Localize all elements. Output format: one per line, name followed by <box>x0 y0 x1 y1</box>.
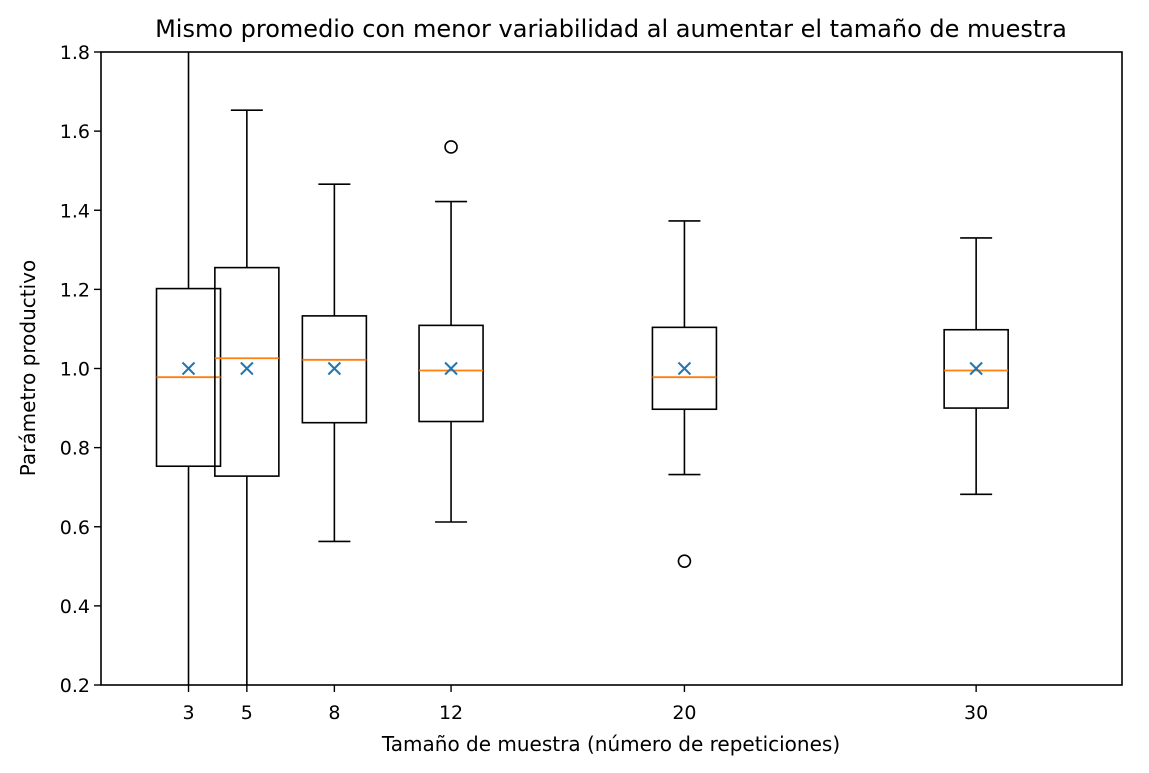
mean-marker <box>677 361 692 376</box>
y-tick-label: 1.2 <box>60 279 90 301</box>
x-tick-label: 20 <box>672 702 696 724</box>
box-8 <box>301 183 368 543</box>
y-tick-label: 0.6 <box>60 517 90 539</box>
x-tick-label: 5 <box>241 702 253 724</box>
iqr-box <box>214 266 280 477</box>
x-axis-label: Tamaño de muestra (número de repeticione… <box>381 732 840 756</box>
chart-title: Mismo promedio con menor variabilidad al… <box>155 15 1067 43</box>
box-12 <box>418 140 484 523</box>
box-30 <box>943 237 1009 496</box>
mean-marker <box>327 361 342 376</box>
outlier-point <box>677 554 692 568</box>
y-tick-label: 0.4 <box>60 596 90 618</box>
box-20 <box>651 220 718 568</box>
box-5 <box>214 109 280 685</box>
iqr-box <box>943 328 1009 409</box>
mean-marker <box>969 361 983 376</box>
x-tick-label: 12 <box>439 702 463 724</box>
mean-marker <box>444 361 458 376</box>
x-tick-label: 8 <box>328 702 340 724</box>
iqr-box <box>418 324 484 423</box>
y-tick-label: 1.8 <box>60 42 90 64</box>
y-tick-label: 0.8 <box>60 438 90 460</box>
x-tick-label: 30 <box>964 702 988 724</box>
box-3 <box>155 52 222 685</box>
y-tick-label: 1.4 <box>60 200 90 222</box>
mean-marker <box>181 361 196 376</box>
plot-frame <box>100 51 1123 686</box>
y-tick-label: 1.0 <box>60 359 90 381</box>
y-axis-label: Parámetro productivo <box>16 260 40 476</box>
plot-area: 0.2 0.4 0.6 0.8 1.0 1.2 1.4 1.6 1.8 3 5 8 12 20 30 <box>60 42 1009 724</box>
iqr-box <box>651 326 718 411</box>
mean-marker <box>240 361 254 376</box>
iqr-box <box>301 315 368 424</box>
outlier-point <box>444 140 458 154</box>
y-tick-label: 1.6 <box>60 121 90 143</box>
x-tick-label: 3 <box>182 702 194 724</box>
y-tick-label: 0.2 <box>60 675 90 697</box>
